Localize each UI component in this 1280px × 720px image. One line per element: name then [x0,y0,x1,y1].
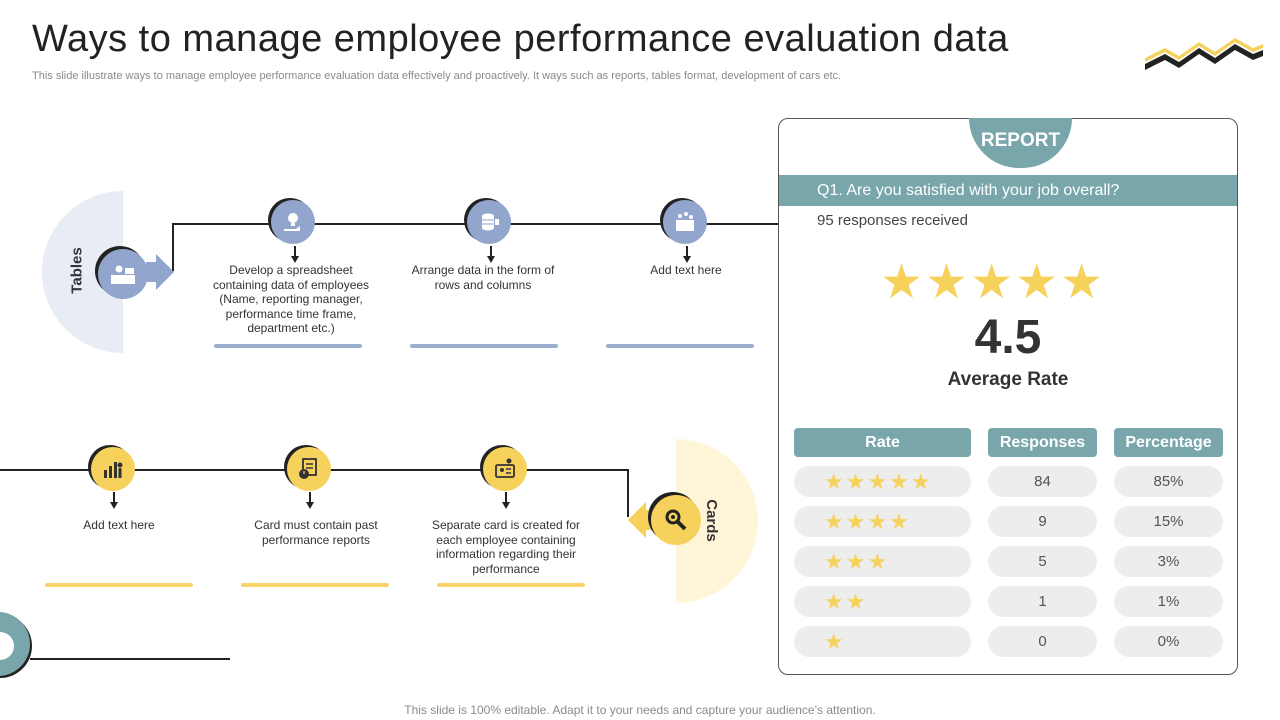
survey-question: Q1. Are you satisfied with your job over… [779,175,1237,206]
rating-row-stars: ★ [794,626,971,657]
rating-row-responses: 9 [988,506,1097,537]
responses-received: 95 responses received [817,212,968,229]
rating-row-responses: 84 [988,466,1097,497]
tables-step-2-text: Arrange data in the form of rows and col… [411,263,555,292]
cards-step-1-node [91,447,135,491]
rating-row-responses: 0 [988,626,1097,657]
id-card-icon [495,458,515,478]
cards-step-3-text: Separate card is created for each employ… [431,518,581,576]
rating-row-stars: ★★ [794,586,971,617]
desk-worker-icon [111,265,135,284]
page-subtitle: This slide illustrate ways to manage emp… [32,70,842,82]
cards-step-1-text: Add text here [83,518,155,532]
tables-step-3-bar [606,344,754,348]
cards-step-3-node [483,447,527,491]
footer-note: This slide is 100% editable. Adapt it to… [404,703,876,717]
decorative-ring-icon [0,612,32,678]
tables-step-1-bar [214,344,362,348]
tables-main-node [98,249,148,299]
tables-arrow-icon [146,254,174,290]
cards-main-node [651,495,701,545]
average-rating-stars: ★★★★★ [880,256,1106,309]
tables-step-2-bar [410,344,558,348]
cards-step-2-text: Card must contain past performance repor… [254,518,378,547]
responses-column-header: Responses [988,428,1097,457]
cards-step-2-bar [241,583,389,587]
cards-label: Cards [702,499,720,542]
rate-column-header: Rate [794,428,971,457]
cards-step-2-node [287,447,331,491]
tables-step-2-node [467,200,511,244]
report-clock-icon [299,458,317,479]
tables-step-1-text: Develop a spreadsheet containing data of… [212,263,370,335]
rating-row-percentage: 15% [1114,506,1223,537]
tables-label: Tables [68,247,86,294]
lightbulb-hand-icon [284,213,300,231]
cards-arrow-icon [628,502,656,538]
rating-row-percentage: 3% [1114,546,1223,577]
tables-step-1-node [271,200,315,244]
zigzag-logo-icon [1145,38,1263,70]
rating-row-percentage: 85% [1114,466,1223,497]
rating-row-stars: ★★★★★ [794,466,971,497]
rating-row-percentage: 1% [1114,586,1223,617]
rating-row-percentage: 0% [1114,626,1223,657]
magnifier-hand-icon [665,509,687,531]
average-rating-label: Average Rate [947,369,1069,390]
cards-step-3-bar [437,583,585,587]
rating-row-stars: ★★★★ [794,506,971,537]
chart-person-icon [104,462,123,478]
database-icon [482,213,499,231]
cards-step-1-bar [45,583,193,587]
percentage-column-header: Percentage [1114,428,1223,457]
rating-row-responses: 1 [988,586,1097,617]
tables-step-3-node [663,200,707,244]
network-icon [676,212,694,231]
rating-row-stars: ★★★ [794,546,971,577]
tables-step-3-text: Add text here [650,263,722,277]
page-title: Ways to manage employee performance eval… [32,18,1009,60]
rating-row-responses: 5 [988,546,1097,577]
average-rating-value: 4.5 [974,311,1042,364]
